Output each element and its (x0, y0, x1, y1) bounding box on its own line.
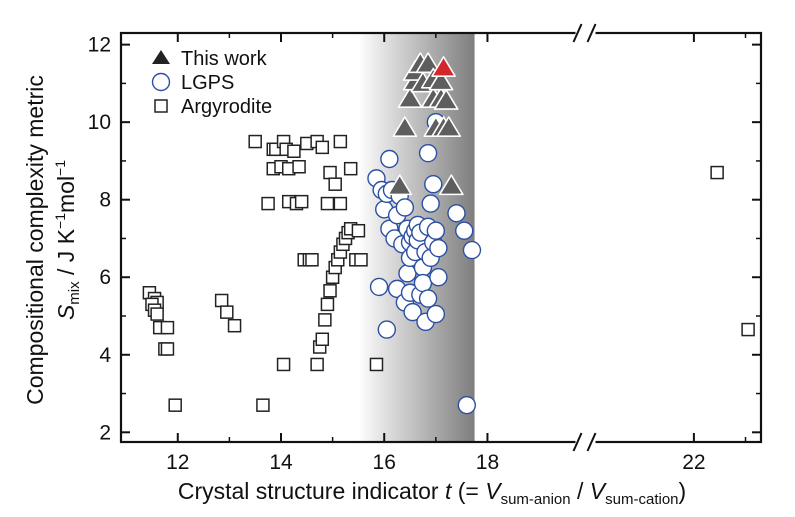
square-point (323, 284, 337, 298)
square-point (710, 165, 724, 180)
square-point (214, 293, 229, 308)
circle-point (462, 240, 482, 260)
circle-point (447, 204, 466, 223)
y-axis-title: Compositional complexity metric Smix / J… (22, 75, 83, 405)
square-point (276, 357, 291, 372)
square-point (292, 159, 306, 174)
square-point (323, 165, 337, 180)
circle-point (380, 149, 399, 169)
circle-point (457, 395, 477, 415)
legend-label: Argyrodite (181, 96, 272, 118)
y-tick-label: 4 (99, 344, 111, 367)
square-point (310, 357, 324, 372)
y-tick-label: 12 (88, 34, 111, 57)
x-tick-label: 16 (373, 451, 396, 474)
x-tick-label: 22 (682, 451, 705, 474)
square-point (333, 134, 348, 149)
square-point (320, 196, 335, 211)
svg-text:Smix / J K−1mol−1: Smix / J K−1mol−1 (52, 160, 83, 320)
square-point (320, 297, 335, 312)
circle-point (369, 277, 389, 297)
circle-point (418, 143, 438, 163)
square-point (343, 161, 358, 176)
circle-point (429, 268, 448, 287)
square-point (351, 223, 366, 238)
square-point (741, 322, 755, 337)
triangle-point (392, 116, 418, 138)
triangle-point (431, 56, 456, 77)
square-point (315, 140, 330, 155)
circle-point (418, 289, 438, 308)
y-tick-label: 2 (99, 421, 111, 444)
axis-break-gap (575, 439, 596, 445)
circle-point (421, 194, 440, 213)
square-point (160, 320, 175, 335)
circle-point (377, 320, 397, 339)
y-tick-label: 6 (99, 266, 111, 289)
square-point (220, 305, 234, 319)
x-tick-label: 14 (269, 451, 293, 474)
y-tick-label: 8 (99, 189, 111, 212)
circle-point (426, 221, 446, 240)
axis-break-mark (572, 432, 583, 452)
circle-point (403, 302, 422, 322)
circle-point (455, 221, 474, 240)
square-point (305, 253, 319, 267)
square-point (227, 318, 242, 333)
legend-label: LGPS (181, 72, 234, 94)
plot-frame (119, 31, 763, 444)
triangle-point (438, 174, 464, 196)
square-point (315, 332, 330, 347)
square-point (333, 196, 348, 211)
square-point (248, 134, 262, 149)
circle-point (429, 238, 448, 258)
circle-point (398, 264, 417, 283)
triangle-point (428, 69, 454, 91)
x-tick-label: 18 (476, 451, 499, 474)
circle-point (413, 273, 433, 293)
y-tick-label: 10 (88, 111, 111, 134)
axis-break-mark (586, 23, 597, 43)
legend-label: This work (181, 48, 268, 70)
legend-triangle-marker (152, 50, 170, 64)
circle-point (424, 174, 443, 194)
circle-point (395, 198, 415, 217)
square-point (318, 313, 332, 327)
square-point (256, 398, 270, 412)
square-point (354, 253, 368, 267)
square-point (369, 357, 384, 372)
circle-point (426, 304, 446, 324)
triangle-point (433, 89, 459, 110)
svg-text:Compositional complexity metri: Compositional complexity metric (22, 75, 48, 405)
square-point (150, 307, 164, 321)
square-point (261, 196, 275, 211)
axis-break-mark (572, 23, 583, 43)
square-point (160, 342, 175, 356)
square-point (328, 177, 342, 191)
triangle-point (397, 87, 423, 108)
x-tick-label: 12 (166, 451, 189, 474)
axis-break-mark (586, 432, 597, 452)
axis-break-gap (575, 30, 596, 36)
legend-square-marker (154, 99, 168, 113)
x-axis-title: Crystal structure indicator t (= Vsum-an… (178, 478, 686, 508)
square-point (168, 398, 182, 412)
square-point (287, 144, 301, 158)
triangle-point (387, 174, 413, 196)
legend-circle-marker (151, 72, 171, 92)
triangle-point (436, 116, 462, 138)
square-point (294, 194, 309, 209)
triangle-point (415, 52, 441, 74)
